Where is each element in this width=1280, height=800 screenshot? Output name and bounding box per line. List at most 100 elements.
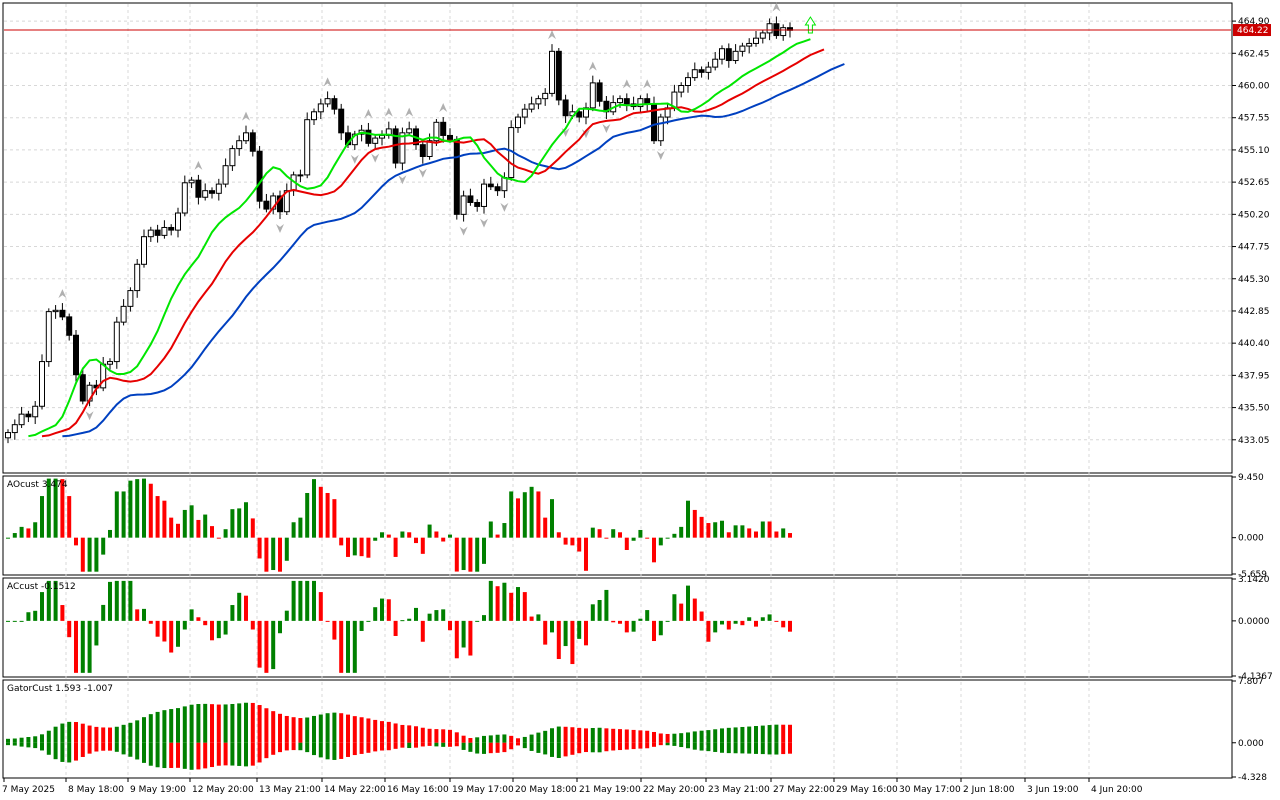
histogram-bar <box>590 727 595 743</box>
candle <box>780 27 787 37</box>
histogram-bar <box>148 483 153 538</box>
histogram-bar <box>46 580 51 621</box>
histogram-bar <box>679 603 684 621</box>
time-tick-label: 8 May 18:00 <box>68 785 124 795</box>
candle <box>188 179 195 184</box>
histogram-bar <box>19 742 24 747</box>
histogram-bar <box>189 742 194 770</box>
histogram-bar <box>672 733 677 743</box>
histogram-bar <box>529 734 534 743</box>
histogram-bar <box>271 742 276 755</box>
time-tick-label: 20 May 18:00 <box>515 785 577 795</box>
histogram-bar <box>665 733 670 743</box>
histogram-bar <box>128 580 133 621</box>
histogram-bar <box>624 620 629 633</box>
candle <box>181 182 188 214</box>
candle <box>712 58 719 68</box>
histogram-bar <box>658 733 663 743</box>
histogram-bar <box>760 742 765 755</box>
histogram-bar <box>80 620 85 673</box>
histogram-bar <box>604 728 609 743</box>
histogram-bar <box>427 613 432 621</box>
histogram-bar <box>631 537 636 541</box>
histogram-bar <box>40 734 44 743</box>
histogram-bar <box>611 742 616 751</box>
histogram-bar <box>577 742 582 754</box>
histogram-bar <box>121 742 126 755</box>
histogram-bar <box>216 537 221 539</box>
histogram-bar <box>495 734 500 743</box>
histogram-bar <box>46 742 51 755</box>
histogram-bar <box>33 522 38 538</box>
time-tick-label: 7 May 2025 <box>2 785 55 795</box>
candle <box>147 229 154 238</box>
histogram-bar <box>475 737 480 743</box>
histogram-bar <box>257 537 262 559</box>
histogram-bar <box>488 735 493 743</box>
histogram-bar <box>482 615 486 621</box>
histogram-bar <box>67 620 72 638</box>
candle <box>154 229 161 236</box>
histogram-bar <box>679 526 684 538</box>
osc-tick-label: -4.328 <box>1238 773 1267 783</box>
candle <box>243 132 249 142</box>
histogram-bar <box>318 486 323 538</box>
fractal-down-marker <box>398 175 407 185</box>
histogram-bar <box>74 620 78 673</box>
histogram-bar <box>740 525 745 538</box>
candle <box>45 311 52 363</box>
histogram-bar <box>577 620 582 639</box>
candle <box>691 69 698 79</box>
histogram-bar <box>665 742 670 746</box>
current-price-label: 464.22 <box>1237 26 1269 36</box>
histogram-bar <box>230 605 235 621</box>
histogram-bar <box>169 517 174 538</box>
histogram-bar <box>679 742 684 748</box>
histogram-bar <box>509 735 514 743</box>
candle <box>277 195 283 213</box>
candle <box>732 50 739 62</box>
histogram-bar <box>570 620 575 665</box>
histogram-bar <box>339 620 344 673</box>
osc-tick-label: -5.659 <box>1238 570 1267 580</box>
candle <box>678 85 685 93</box>
histogram-bar <box>760 521 765 538</box>
histogram-bar <box>291 717 296 743</box>
histogram-bar <box>781 620 786 628</box>
histogram-bar <box>155 742 160 768</box>
histogram-bar <box>26 528 31 538</box>
candle <box>141 236 147 265</box>
alligator-teeth-line <box>41 48 825 438</box>
histogram-bar <box>346 714 350 743</box>
histogram-bar <box>420 620 425 642</box>
histogram-bar <box>250 518 255 538</box>
histogram-bar <box>774 531 779 538</box>
candle <box>535 98 542 105</box>
histogram-bar <box>733 525 738 538</box>
histogram-bar <box>46 730 51 743</box>
candle <box>113 321 120 363</box>
histogram-bar <box>461 620 466 648</box>
candle <box>705 66 712 73</box>
histogram-bar <box>148 714 153 743</box>
histogram-bar <box>60 723 65 743</box>
histogram-bar <box>488 580 493 621</box>
axes: 464.90 462.45 460.00 457.55 455.10 452.65 450.… <box>2 17 1273 795</box>
histogram-bar <box>237 742 242 766</box>
histogram-bar <box>26 742 31 748</box>
histogram-bar <box>604 742 609 752</box>
histogram-bar <box>454 732 459 743</box>
histogram-bar <box>250 620 255 630</box>
histogram-bar <box>529 742 534 751</box>
histogram-bar <box>244 742 248 767</box>
histogram-bar <box>40 592 44 621</box>
ao-histogram <box>6 478 792 572</box>
alligator-lips-line <box>28 38 811 438</box>
fractal-down-marker <box>500 202 509 212</box>
histogram-bar <box>169 620 174 653</box>
candle <box>617 98 623 104</box>
histogram-bar <box>210 742 214 768</box>
histogram-bar <box>33 610 38 621</box>
histogram-bar <box>189 704 194 743</box>
